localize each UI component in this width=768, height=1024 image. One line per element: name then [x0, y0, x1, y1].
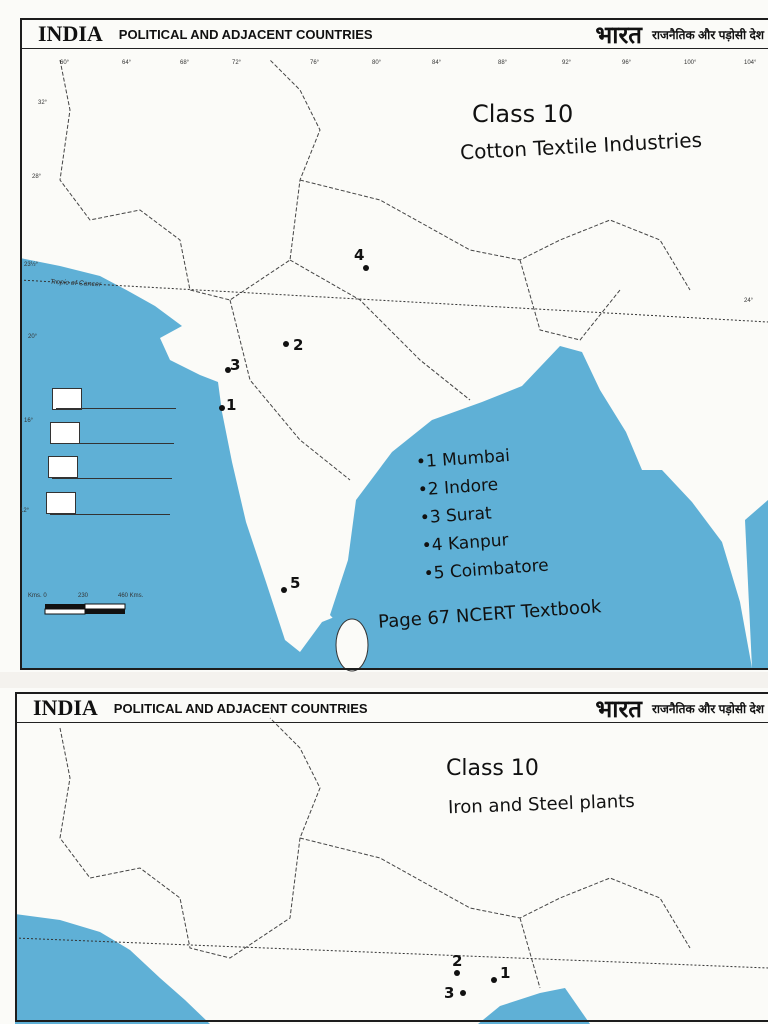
marker-label: 5: [290, 574, 301, 592]
legend-line: [50, 514, 170, 515]
title-hi: भारत: [595, 695, 642, 723]
city-dots: [219, 265, 369, 593]
lat-label: 32°: [38, 100, 48, 106]
map-frame: [20, 18, 768, 670]
tropic-of-cancer: [19, 279, 768, 323]
legend-line: [56, 408, 176, 409]
subtitle-en: POLITICAL AND ADJACENT COUNTRIES: [118, 26, 373, 42]
lat-label: 24°: [744, 298, 754, 304]
title-hi: भारत: [595, 21, 642, 49]
andaman-sea-east: [745, 500, 768, 668]
title-en: INDIA: [33, 695, 98, 720]
plant-dots: [454, 970, 497, 996]
lon-label: 100°: [684, 60, 697, 66]
map-header: INDIA POLITICAL AND ADJACENT COUNTRIES भ…: [22, 20, 768, 49]
scale-end: 460 Kms.: [118, 593, 144, 599]
map-frame: [15, 692, 768, 1022]
map-header: INDIA POLITICAL AND ADJACENT COUNTRIES भ…: [17, 694, 768, 723]
map-graphic: [19, 59, 768, 672]
legend-line: [54, 443, 174, 444]
subtitle-hi: राजनैतिक और पड़ोसी देश: [651, 701, 764, 716]
lat-label: 12°: [20, 508, 30, 514]
map-heading: Class 10: [446, 756, 539, 781]
border-lines: [59, 717, 691, 989]
arabian-sea: [20, 258, 380, 668]
legend-box: [52, 388, 82, 410]
legend-line: [52, 478, 172, 479]
lon-label: 64°: [122, 60, 132, 66]
lat-label: 28°: [32, 174, 42, 180]
scale-start: Kms. 0: [28, 593, 47, 599]
lon-label: 92°: [562, 60, 572, 66]
arabian-sea: [15, 914, 210, 1024]
subtitle-en: POLITICAL AND ADJACENT COUNTRIES: [113, 700, 368, 716]
lat-label: 20°: [28, 334, 38, 340]
bay-of-bengal: [330, 346, 752, 668]
lon-label: 80°: [372, 60, 382, 66]
map-heading: Class 10: [472, 100, 574, 128]
lon-label: 76°: [310, 60, 320, 66]
iron-steel-map: INDIA POLITICAL AND ADJACENT COUNTRIES भ…: [0, 688, 768, 1024]
marker-label: 2: [452, 952, 463, 970]
marker-label: 4: [354, 246, 365, 264]
tropic-value: 23½°: [24, 262, 39, 268]
lon-label: 72°: [232, 60, 242, 66]
lon-label: 88°: [498, 60, 508, 66]
bay-of-bengal: [478, 988, 590, 1024]
tropic-of-cancer: [14, 937, 768, 969]
scale-bar: [44, 603, 126, 615]
lat-label: 16°: [24, 418, 34, 424]
lon-label: 68°: [180, 60, 190, 66]
marker-label: 3: [230, 356, 241, 374]
lon-label: 84°: [432, 60, 442, 66]
city-legend: •1 Mumbai •2 Indore •3 Surat •4 Kanpur •…: [415, 444, 550, 592]
lon-label: 60°: [60, 60, 70, 66]
lon-label: 96°: [622, 60, 632, 66]
marker-label: 3: [444, 984, 455, 1002]
border-lines: [59, 59, 691, 481]
legend-box: [48, 456, 78, 478]
marker-label: 1: [226, 396, 237, 414]
lon-label: 104°: [744, 60, 757, 66]
marker-label: 1: [500, 964, 511, 982]
legend-box: [50, 422, 80, 444]
scale-mid: 230: [78, 593, 89, 599]
legend-box: [46, 492, 76, 514]
subtitle-hi: राजनैतिक और पड़ोसी देश: [651, 27, 764, 42]
map-graphic: [14, 717, 768, 1024]
cotton-textile-map: INDIA POLITICAL AND ADJACENT COUNTRIES भ…: [19, 18, 768, 672]
sri-lanka: [335, 618, 369, 672]
marker-label: 2: [293, 336, 304, 354]
title-en: INDIA: [38, 21, 103, 46]
